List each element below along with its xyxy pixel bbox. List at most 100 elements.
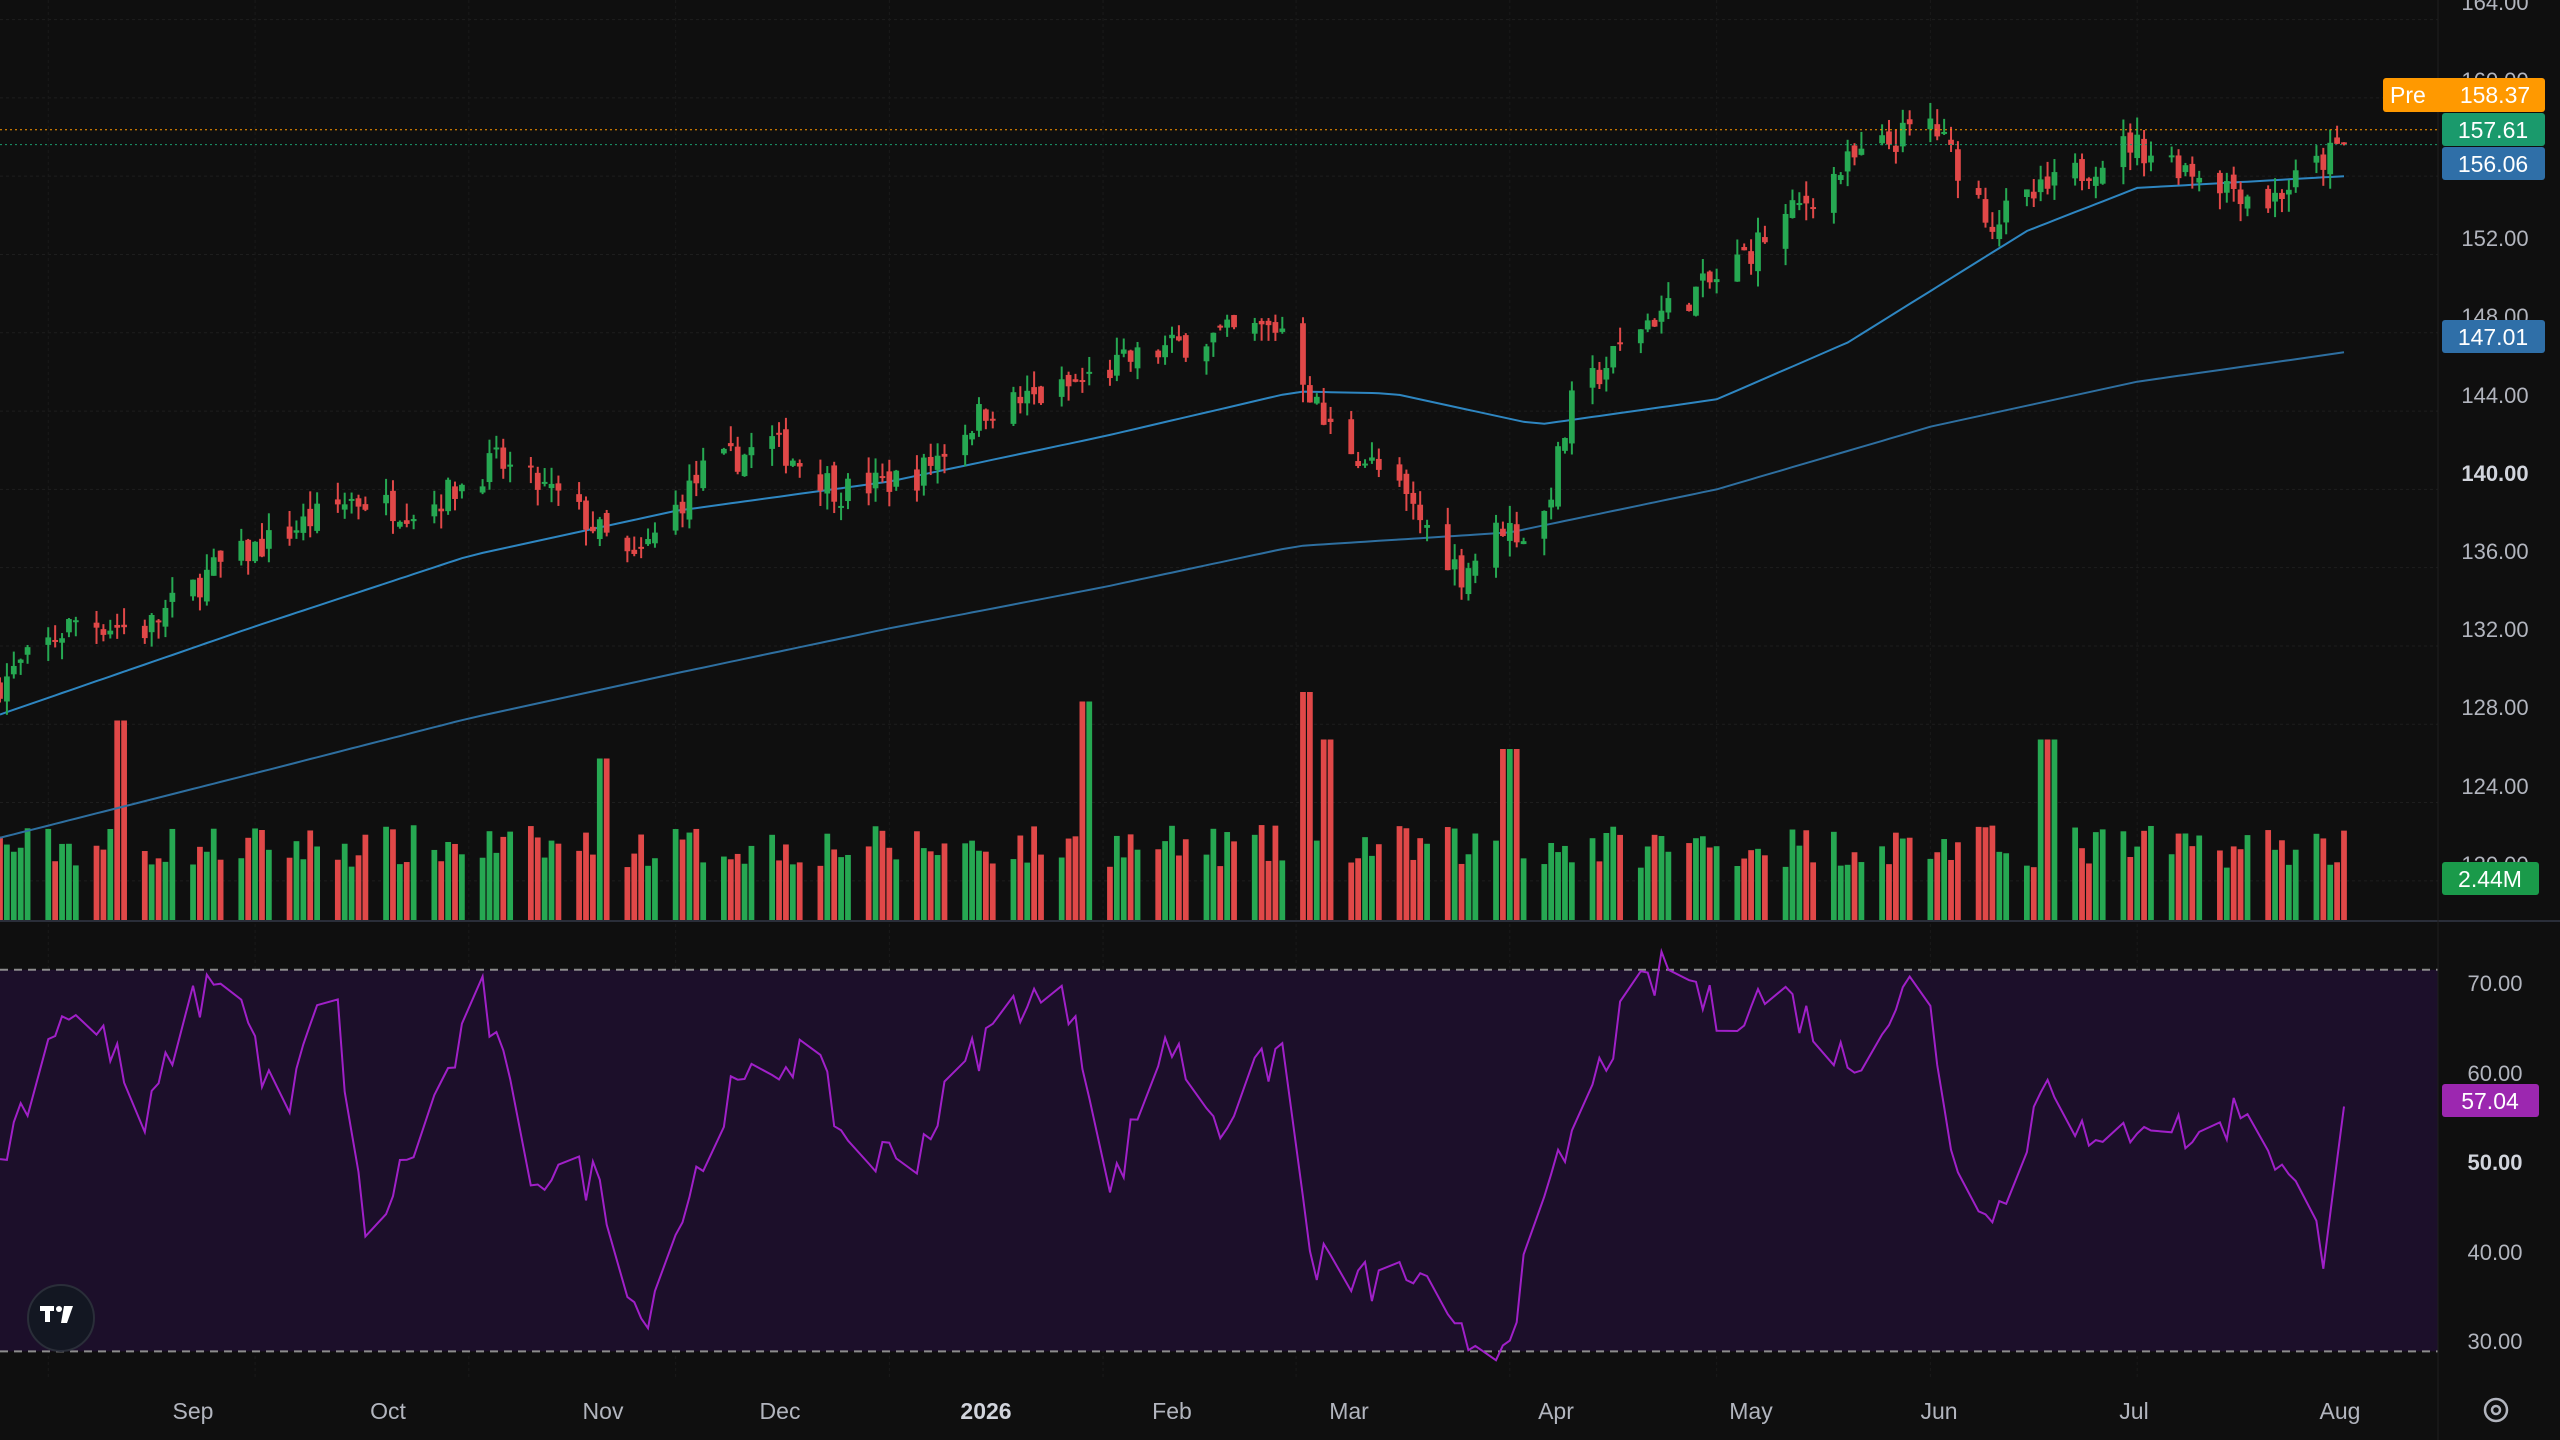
volume-bar [845,854,851,920]
volume-bar [2230,846,2237,920]
volume-bar [121,720,127,920]
time-axis[interactable]: Sep Oct Nov Dec 2026 Feb Mar Apr May Jun… [173,1398,2361,1424]
candle-body [1617,342,1623,345]
candle-body [2182,165,2189,173]
candle-body [141,625,148,639]
volume-bar [1555,852,1561,920]
volume-bar [1369,855,1375,920]
volume-bar [769,834,776,920]
volume-bar [197,846,203,920]
candle-body [1513,524,1520,543]
candle-body [2127,132,2134,153]
volume-bar [2272,849,2278,920]
ma50-value: 156.06 [2458,151,2528,177]
volume-bar [631,853,638,920]
volume-bar [293,841,300,920]
volume-bar [2030,867,2037,920]
candle-body [2217,172,2223,194]
candle-body [190,579,196,597]
candle-body [1906,119,1913,125]
candle-body [286,526,293,539]
candle-body [1975,188,1982,195]
volume-value: 2.44M [2458,866,2522,892]
candle-body [1155,350,1162,358]
volume-bar [734,853,741,920]
volume-bar [438,861,445,920]
candle-body [624,537,631,552]
volume-bar [2285,864,2292,920]
volume-bar [431,849,438,920]
candle-body [2265,188,2272,209]
ma200-value: 147.01 [2458,324,2528,350]
candle-body [1169,334,1175,339]
volume-bar [1500,749,1506,920]
candle-body [1162,345,1168,358]
volume-bar [2051,739,2058,920]
volume-bar [259,829,265,920]
candle-body [1375,458,1382,470]
volume-bar [1568,862,1575,920]
volume-bar [741,863,748,920]
rsi-tick: 50.00 [2467,1150,2522,1175]
volume-bar [1320,739,1327,920]
volume-bar [2237,849,2244,920]
candle-body [721,448,727,454]
volume-bar [2196,835,2203,920]
price-tick: 164.00 [2461,0,2528,15]
candle-body [72,620,79,623]
volume-bar [962,843,969,920]
candle-body [17,659,24,663]
rsi-value: 57.04 [2461,1088,2519,1114]
volume-bar [396,864,403,920]
volume-bar [1355,858,1362,920]
volume-bar [1837,865,1844,920]
volume-bar [2279,840,2285,920]
candle-body [734,446,741,472]
candle-body [920,457,927,486]
volume-bar [838,857,844,920]
candle-body [1258,320,1265,325]
volume-bar [245,837,252,920]
volume-bar [2320,838,2327,920]
volume-bar [2120,831,2127,920]
candle-body [590,526,596,532]
volume-bar [982,851,989,920]
volume-bar [817,865,824,920]
candle-body [686,480,693,520]
premarket-badge-bg [2383,78,2545,112]
candle-body [2320,154,2327,170]
volume-bar [1693,838,1699,920]
candle-body [203,569,210,602]
candle-body [452,486,458,499]
candle-body [300,516,307,533]
candle-body [1203,346,1210,362]
settings-gear-icon[interactable] [2483,1397,2509,1423]
volume-bar [2223,867,2230,920]
tradingview-logo-icon[interactable] [27,1284,95,1352]
candle-body [555,483,562,491]
volume-bar [1782,866,1789,920]
candle-body [672,504,679,531]
candle-body [645,539,651,545]
price-lines [0,129,2438,146]
rsi-axis[interactable]: 70.00 60.00 50.00 40.00 30.00 [2467,971,2522,1354]
candle-body [1396,464,1403,481]
candle-body [1741,247,1748,251]
candle-body [1782,213,1789,249]
volume-bar [1224,832,1231,920]
volume-bar [2175,833,2182,920]
volume-bar [1410,859,1417,920]
candle-body [886,471,893,492]
price-tick: 136.00 [2461,539,2528,564]
volume-bar [1417,838,1424,920]
volume-bar [1658,836,1665,920]
candle-body [355,498,362,507]
price-grid [0,0,2438,1380]
volume-bar [452,843,458,920]
volume-bar [686,832,693,920]
candle-body [1610,346,1617,368]
candle-body [1713,279,1720,283]
volume-bar [721,856,727,920]
